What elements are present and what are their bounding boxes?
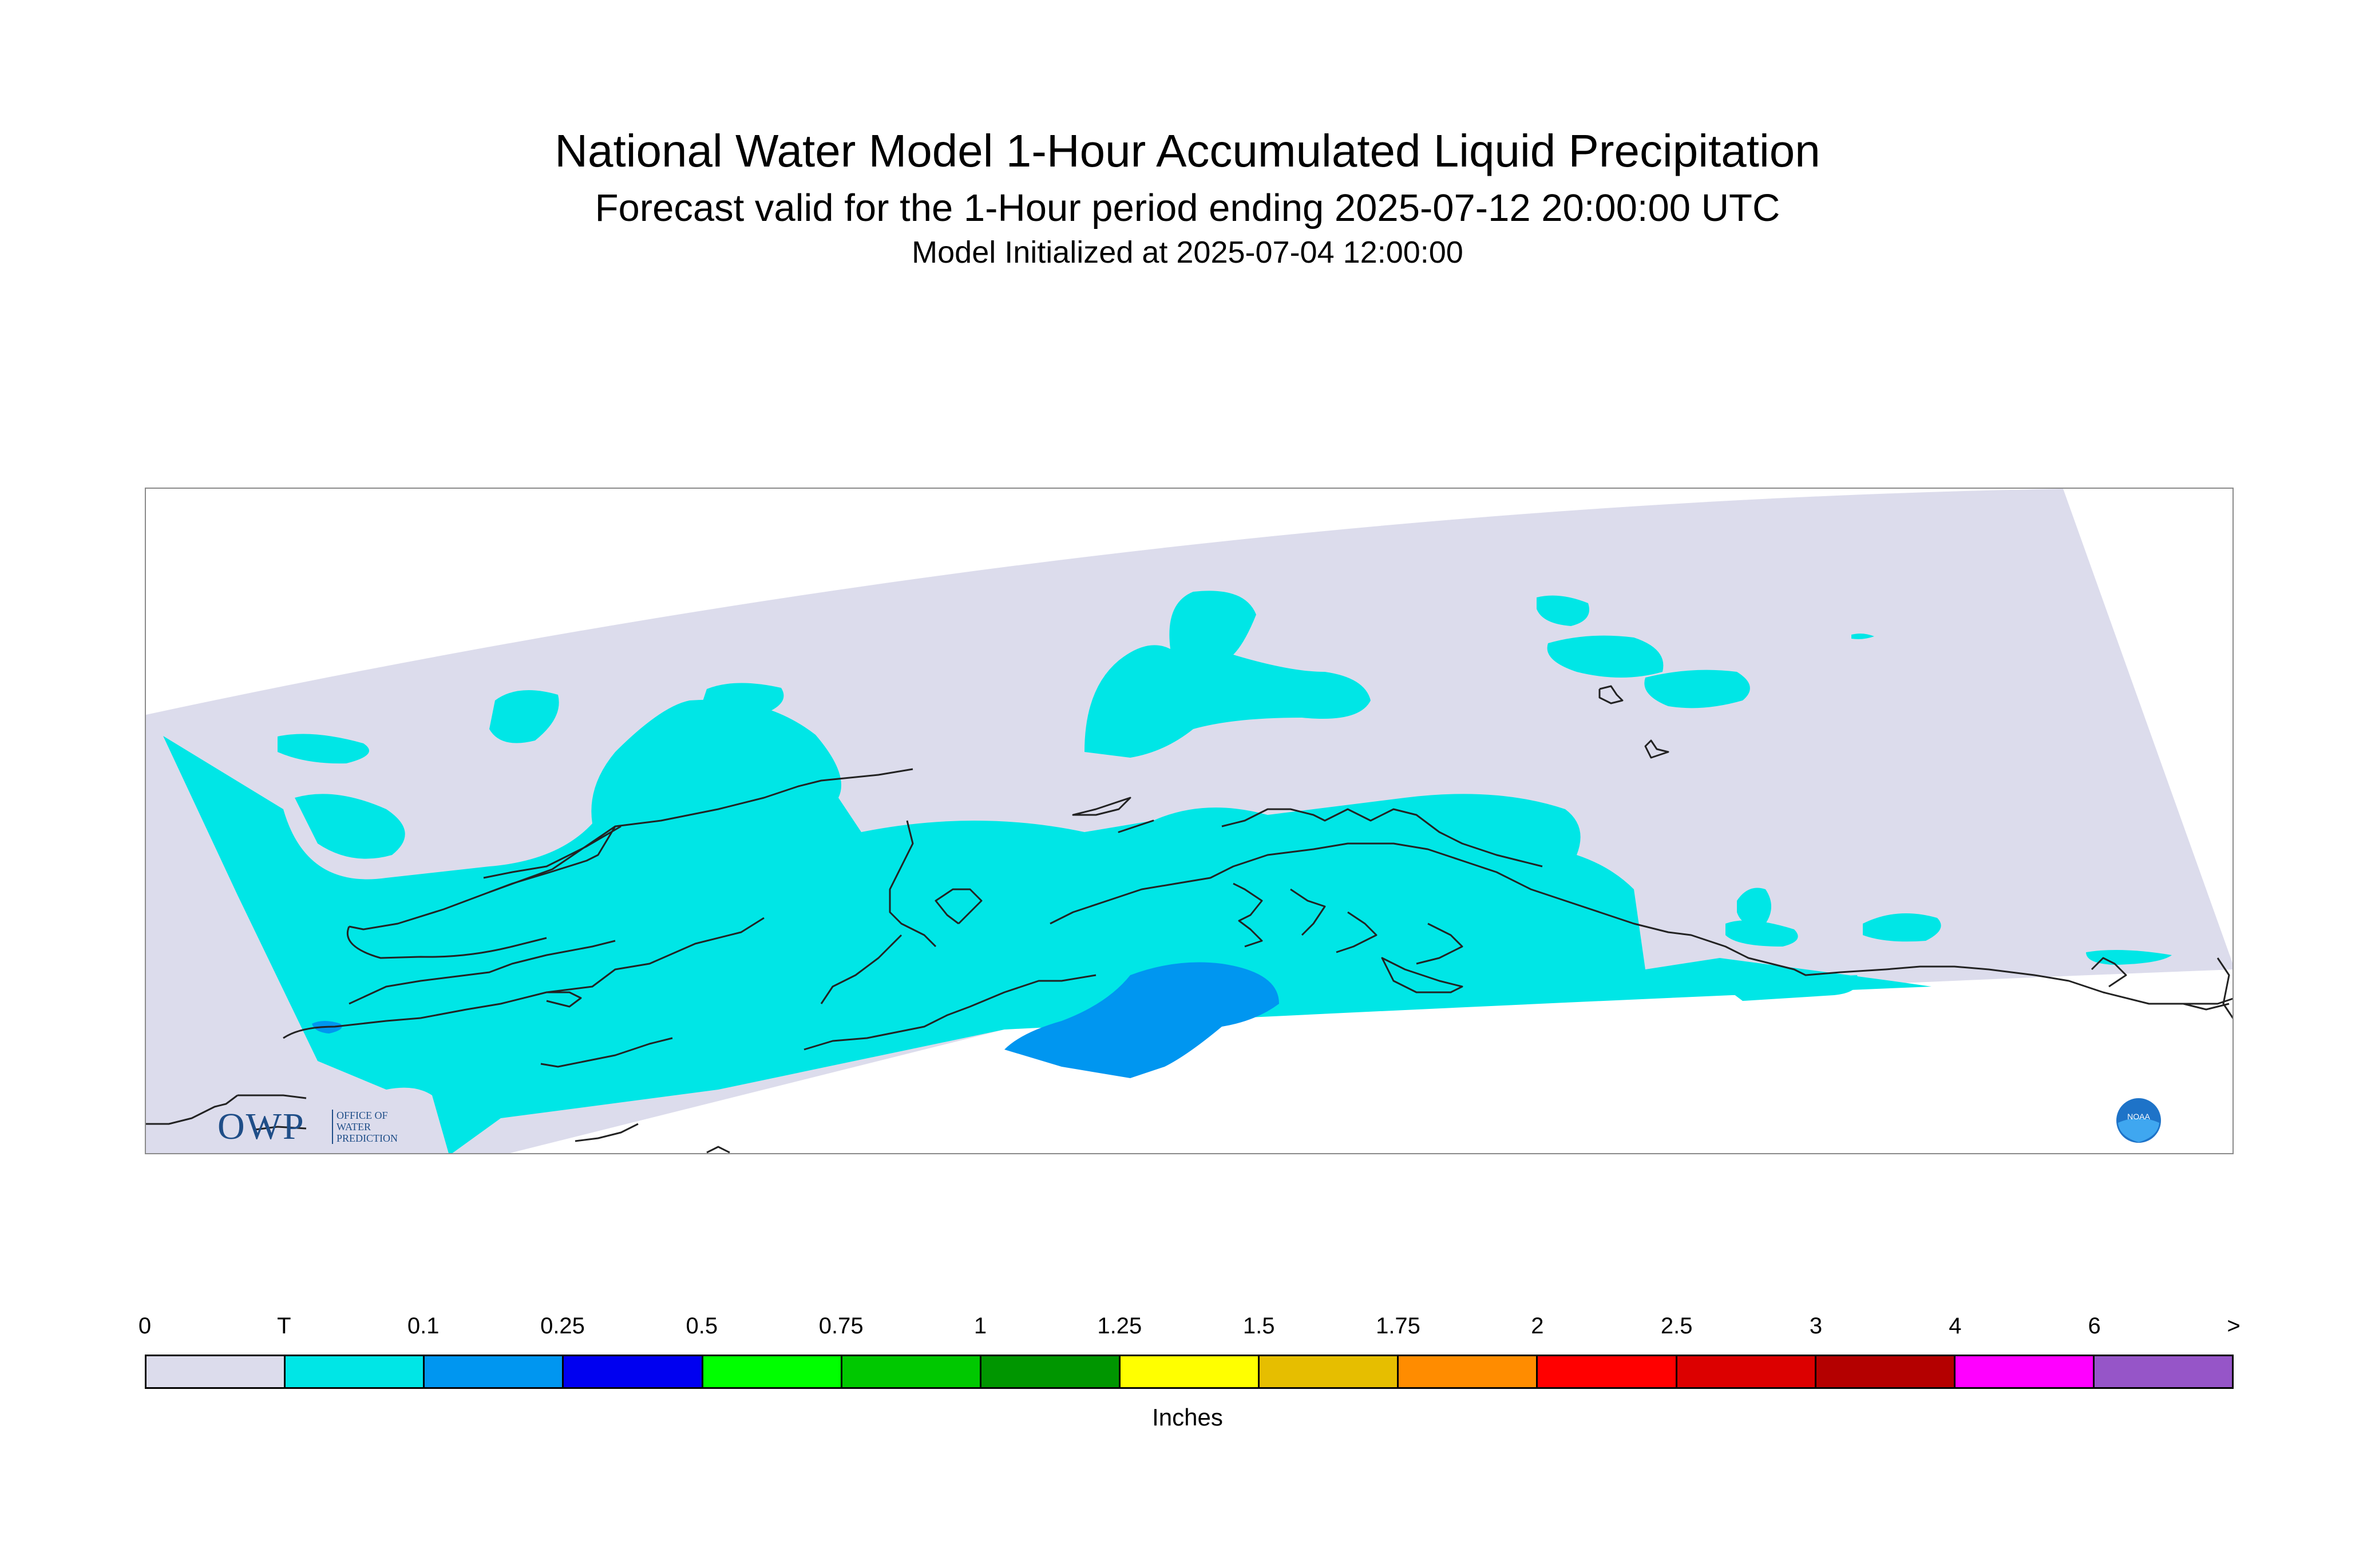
coastline-northwest-inlet <box>483 825 622 879</box>
legend-swatch <box>2094 1356 2232 1387</box>
coastline-southwest-4 <box>575 1123 639 1142</box>
coastlines <box>146 685 2232 1153</box>
trace-precip-far-east-3 <box>1863 913 1941 942</box>
noaa-logo-text: NOAA <box>2127 1112 2150 1121</box>
legend-swatch <box>147 1356 286 1387</box>
light-precip-area <box>1004 962 1279 1078</box>
legend-label: 3 <box>1809 1313 1823 1339</box>
coastline-southwest-3 <box>254 1126 307 1131</box>
trace-precip-tiny-1 <box>1851 633 1874 639</box>
owp-logo-text: OFFICE OF WATER PREDICTION <box>332 1110 434 1144</box>
coastline-island-east <box>1381 957 1463 993</box>
legend-swatch <box>842 1356 981 1387</box>
trace-precip-north-patch-2 <box>489 690 559 743</box>
owp-logo-line-2: WATER <box>337 1121 371 1133</box>
legend-swatch <box>1677 1356 1816 1387</box>
coastline-bristol-bay <box>283 917 765 1039</box>
trace-precip-northeast-1 <box>1537 595 1589 626</box>
legend-label: > <box>2227 1313 2241 1339</box>
legend-swatch <box>981 1356 1121 1387</box>
trace-precip-north-patch-3 <box>701 683 784 718</box>
coastline-west-shore <box>346 926 547 959</box>
legend-label: 6 <box>2088 1313 2101 1339</box>
legend-units-label: Inches <box>1152 1404 1223 1431</box>
trace-precip-far-east-2 <box>1731 987 1834 1001</box>
legend-swatch <box>286 1356 425 1387</box>
trace-precip-northeast-3 <box>1644 670 1750 708</box>
trace-precip-northwest-lobe <box>295 794 405 859</box>
forecast-valid-subtitle: Forecast valid for the 1-Hour period end… <box>595 187 1780 229</box>
trace-precip-central-north <box>1084 591 1371 758</box>
coastline-alaska-peninsula <box>349 940 616 1005</box>
coastline-fjords-2 <box>1290 888 1326 936</box>
coastline-kenai <box>889 820 937 948</box>
coastline-fjords-1 <box>1233 882 1263 948</box>
trace-precip-far-east-4 <box>2086 950 2172 965</box>
coastline-prince-william-sound <box>1221 808 1543 868</box>
coastline-gulf <box>1050 842 2232 1005</box>
map-canvas <box>146 489 2232 1153</box>
legend-swatch <box>1955 1356 2095 1387</box>
legend-swatch <box>1120 1356 1260 1387</box>
precipitation-map: OWP OFFICE OF WATER PREDICTION NOAA <box>145 488 2234 1154</box>
coastline-south-peninsula <box>540 1037 673 1068</box>
legend-swatch <box>564 1356 703 1387</box>
coastline-southwest <box>146 1094 238 1125</box>
coastline-southwest-2 <box>238 1094 307 1099</box>
noaa-logo: NOAA <box>2115 1097 2162 1144</box>
coastline-far-east-3 <box>2183 1003 2230 1011</box>
coastline-fjords-3 <box>1336 911 1378 953</box>
legend-swatch <box>1816 1356 1956 1387</box>
coastline-peninsula-tip <box>1072 797 1131 816</box>
coastline-mainland-west <box>349 768 913 930</box>
coastline-north-inlet <box>1598 685 1624 704</box>
legend-label: 0.75 <box>818 1313 864 1339</box>
coastline-southwest-5 <box>706 1146 730 1153</box>
model-initialized-label: Model Initialized at 2025-07-04 12:00:00 <box>912 235 1463 270</box>
legend-label: 1.75 <box>1376 1313 1420 1339</box>
legend-label: 0.5 <box>686 1313 718 1339</box>
trace-precip-southeast-patch <box>1725 920 1798 947</box>
legend-label: 4 <box>1949 1313 1962 1339</box>
coastline-kodiak-region <box>803 974 1097 1051</box>
legend-label: 0 <box>138 1313 152 1339</box>
coastline-fjords-4 <box>1416 922 1463 965</box>
coastline-kenai-2 <box>935 888 983 925</box>
page-title: National Water Model 1-Hour Accumulated … <box>555 125 1820 176</box>
coastline-far-east-2 <box>2216 957 2232 1019</box>
legend-swatch <box>703 1356 842 1387</box>
owp-logo-line-1: OFFICE OF <box>337 1110 388 1121</box>
coastline-bristol-bay-2 <box>546 991 582 1008</box>
trace-precip-main-area <box>163 699 1931 1153</box>
owp-logo: OWP OFFICE OF WATER PREDICTION <box>217 1104 435 1150</box>
legend-swatch <box>1538 1356 1677 1387</box>
coastline-cook-inlet <box>820 934 902 1004</box>
owp-logo-line-3: PREDICTION <box>337 1133 398 1144</box>
legend-swatch <box>425 1356 564 1387</box>
legend-label: 0.25 <box>540 1313 585 1339</box>
legend-label: 1 <box>973 1313 987 1339</box>
legend-label: 1.5 <box>1242 1313 1275 1339</box>
trace-precip-east-patch <box>1737 888 1771 925</box>
legend-colorbar <box>145 1355 2234 1389</box>
coastline-northwest-arm <box>489 826 616 893</box>
legend-label: 0.1 <box>407 1313 440 1339</box>
legend-labels: 0 T 0.1 0.25 0.5 0.75 1 1.25 1.5 1.75 2 2.5 3 4 6 > <box>0 1313 2375 1348</box>
coastline-far-east <box>2091 957 2127 988</box>
legend-label: T <box>277 1313 291 1339</box>
legend-swatch <box>1399 1356 1538 1387</box>
legend-label: 2 <box>1531 1313 1544 1339</box>
trace-precip-north-patch-1 <box>278 734 369 764</box>
coastline-island-pws <box>1118 819 1154 833</box>
trace-precip-northeast-2 <box>1547 635 1664 678</box>
coastline-north-inlet-2 <box>1644 739 1669 759</box>
legend-label: 1.25 <box>1097 1313 1142 1339</box>
owp-logo-mark: OWP <box>217 1106 305 1147</box>
legend-swatch <box>1260 1356 1399 1387</box>
legend-label: 2.5 <box>1660 1313 1693 1339</box>
